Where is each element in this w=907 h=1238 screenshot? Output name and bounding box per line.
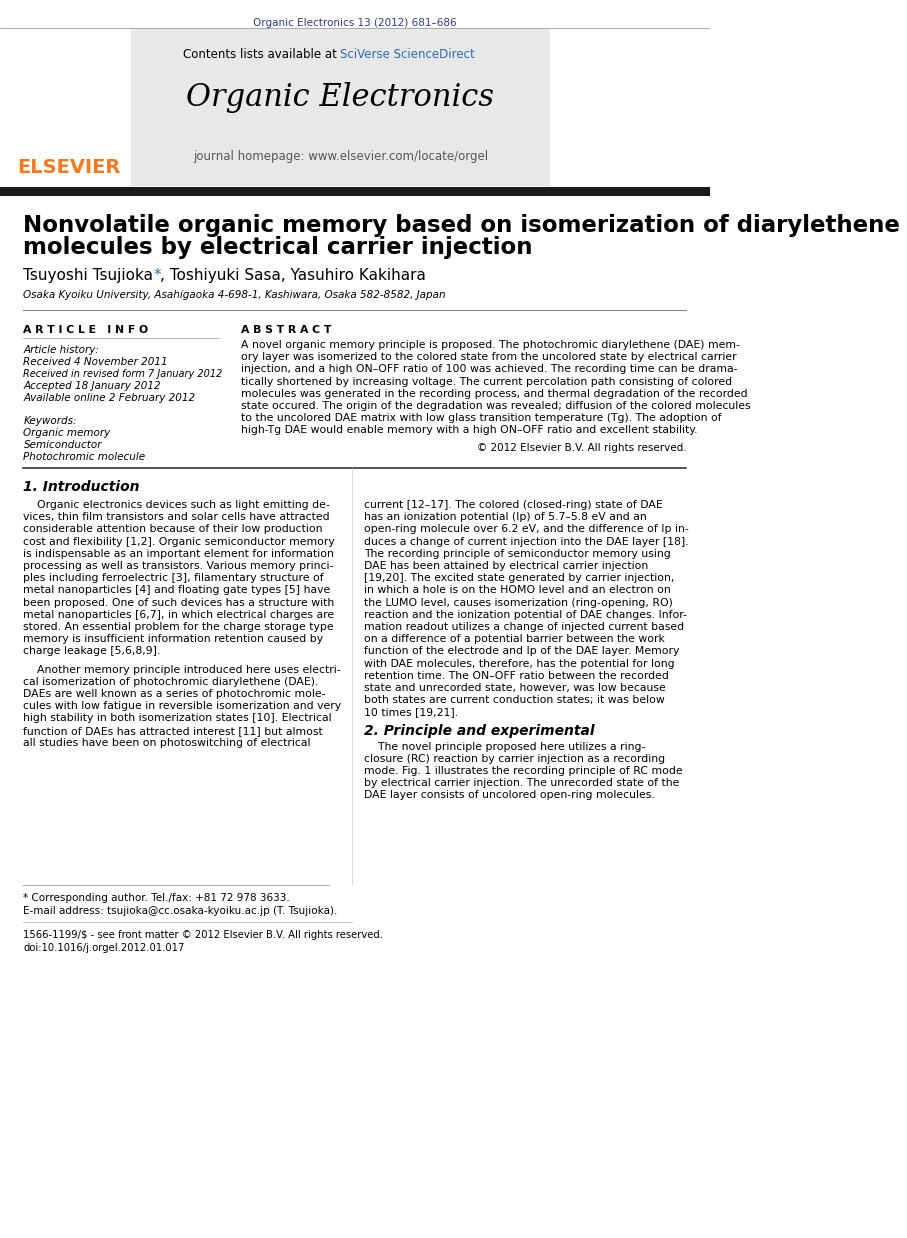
Text: [19,20]. The excited state generated by carrier injection,: [19,20]. The excited state generated by … — [364, 573, 674, 583]
Text: on a difference of a potential barrier between the work: on a difference of a potential barrier b… — [364, 634, 665, 644]
Text: current [12–17]. The colored (closed-ring) state of DAE: current [12–17]. The colored (closed-rin… — [364, 500, 663, 510]
Text: mation readout utilizes a change of injected current based: mation readout utilizes a change of inje… — [364, 621, 684, 633]
Text: cules with low fatigue in reversible isomerization and very: cules with low fatigue in reversible iso… — [24, 701, 342, 711]
Text: is indispensable as an important element for information: is indispensable as an important element… — [24, 548, 335, 558]
Text: to the uncolored DAE matrix with low glass transition temperature (Tg). The adop: to the uncolored DAE matrix with low gla… — [241, 413, 722, 423]
Text: A B S T R A C T: A B S T R A C T — [241, 326, 331, 335]
Text: molecules was generated in the recording process, and thermal degradation of the: molecules was generated in the recording… — [241, 389, 747, 399]
Text: duces a change of current injection into the DAE layer [18].: duces a change of current injection into… — [364, 536, 688, 547]
Text: © 2012 Elsevier B.V. All rights reserved.: © 2012 Elsevier B.V. All rights reserved… — [477, 443, 687, 453]
Text: tically shortened by increasing voltage. The current percolation path consisting: tically shortened by increasing voltage.… — [241, 376, 732, 386]
Text: Article history:: Article history: — [24, 345, 100, 355]
Text: vices, thin film transistors and solar cells have attracted: vices, thin film transistors and solar c… — [24, 513, 330, 522]
Text: Another memory principle introduced here uses electri-: Another memory principle introduced here… — [24, 665, 341, 675]
Text: the LUMO level, causes isomerization (ring-opening, RO): the LUMO level, causes isomerization (ri… — [364, 598, 673, 608]
Text: both states are current conduction states; it was below: both states are current conduction state… — [364, 696, 665, 706]
Text: closure (RC) reaction by carrier injection as a recording: closure (RC) reaction by carrier injecti… — [364, 754, 665, 764]
Text: Accepted 18 January 2012: Accepted 18 January 2012 — [24, 381, 161, 391]
Text: function of the electrode and Ip of the DAE layer. Memory: function of the electrode and Ip of the … — [364, 646, 679, 656]
Text: Received in revised form 7 January 2012: Received in revised form 7 January 2012 — [24, 369, 223, 379]
Text: processing as well as transistors. Various memory princi-: processing as well as transistors. Vario… — [24, 561, 334, 571]
Text: cal isomerization of photochromic diarylethene (DAE).: cal isomerization of photochromic diaryl… — [24, 677, 319, 687]
FancyBboxPatch shape — [132, 28, 551, 186]
Text: been proposed. One of such devices has a structure with: been proposed. One of such devices has a… — [24, 598, 335, 608]
Text: doi:10.1016/j.orgel.2012.01.017: doi:10.1016/j.orgel.2012.01.017 — [24, 943, 185, 953]
Text: E-mail address: tsujioka@cc.osaka-kyoiku.ac.jp (T. Tsujioka).: E-mail address: tsujioka@cc.osaka-kyoiku… — [24, 906, 337, 916]
Text: Organic Electronics 13 (2012) 681–686: Organic Electronics 13 (2012) 681–686 — [253, 19, 456, 28]
Text: Available online 2 February 2012: Available online 2 February 2012 — [24, 392, 196, 404]
Text: Organic Electronics: Organic Electronics — [187, 82, 494, 113]
Text: retention time. The ON–OFF ratio between the recorded: retention time. The ON–OFF ratio between… — [364, 671, 668, 681]
Text: molecules by electrical carrier injection: molecules by electrical carrier injectio… — [24, 236, 533, 259]
Text: 10 times [19,21].: 10 times [19,21]. — [364, 707, 458, 717]
Text: 1. Introduction: 1. Introduction — [24, 480, 140, 494]
Text: * Corresponding author. Tel./fax: +81 72 978 3633.: * Corresponding author. Tel./fax: +81 72… — [24, 893, 290, 903]
Text: *: * — [153, 267, 161, 284]
Text: memory is insufficient information retention caused by: memory is insufficient information reten… — [24, 634, 324, 644]
Text: has an ionization potential (Ip) of 5.7–5.8 eV and an: has an ionization potential (Ip) of 5.7–… — [364, 513, 647, 522]
Text: Received 4 November 2011: Received 4 November 2011 — [24, 357, 168, 366]
Text: Semiconductor: Semiconductor — [24, 439, 102, 449]
Text: mode. Fig. 1 illustrates the recording principle of RC mode: mode. Fig. 1 illustrates the recording p… — [364, 766, 683, 776]
Text: Contents lists available at: Contents lists available at — [183, 48, 340, 61]
Text: A R T I C L E   I N F O: A R T I C L E I N F O — [24, 326, 149, 335]
Text: Organic electronics devices such as light emitting de-: Organic electronics devices such as ligh… — [24, 500, 330, 510]
Text: all studies have been on photoswitching of electrical: all studies have been on photoswitching … — [24, 738, 311, 748]
Text: high-Tg DAE would enable memory with a high ON–OFF ratio and excellent stability: high-Tg DAE would enable memory with a h… — [241, 426, 697, 436]
Text: open-ring molecule over 6.2 eV, and the difference of Ip in-: open-ring molecule over 6.2 eV, and the … — [364, 525, 688, 535]
Text: metal nanoparticles [6,7], in which electrical charges are: metal nanoparticles [6,7], in which elec… — [24, 610, 335, 620]
Text: 1566-1199/$ - see front matter © 2012 Elsevier B.V. All rights reserved.: 1566-1199/$ - see front matter © 2012 El… — [24, 930, 384, 940]
Text: Organic memory: Organic memory — [24, 428, 111, 438]
Text: considerable attention because of their low production: considerable attention because of their … — [24, 525, 323, 535]
Text: Tsuyoshi Tsujioka: Tsuyoshi Tsujioka — [24, 267, 159, 284]
Text: ELSEVIER: ELSEVIER — [17, 158, 121, 177]
Text: DAEs are well known as a series of photochromic mole-: DAEs are well known as a series of photo… — [24, 690, 326, 699]
Text: A novel organic memory principle is proposed. The photochromic diarylethene (DAE: A novel organic memory principle is prop… — [241, 340, 740, 350]
Text: DAE layer consists of uncolored open-ring molecules.: DAE layer consists of uncolored open-rin… — [364, 790, 655, 801]
Text: The recording principle of semiconductor memory using: The recording principle of semiconductor… — [364, 548, 670, 558]
Text: SciVerse ScienceDirect: SciVerse ScienceDirect — [340, 48, 475, 61]
FancyBboxPatch shape — [0, 187, 710, 196]
Text: journal homepage: www.elsevier.com/locate/orgel: journal homepage: www.elsevier.com/locat… — [193, 150, 488, 163]
Text: by electrical carrier injection. The unrecorded state of the: by electrical carrier injection. The unr… — [364, 779, 679, 789]
Text: charge leakage [5,6,8,9].: charge leakage [5,6,8,9]. — [24, 646, 161, 656]
Text: DAE has been attained by electrical carrier injection: DAE has been attained by electrical carr… — [364, 561, 649, 571]
Text: , Toshiyuki Sasa, Yasuhiro Kakihara: , Toshiyuki Sasa, Yasuhiro Kakihara — [160, 267, 425, 284]
Text: Osaka Kyoiku University, Asahigaoka 4-698-1, Kashiwara, Osaka 582-8582, Japan: Osaka Kyoiku University, Asahigaoka 4-69… — [24, 290, 446, 300]
Text: state occured. The origin of the degradation was revealed; diffusion of the colo: state occured. The origin of the degrada… — [241, 401, 751, 411]
Text: ples including ferroelectric [3], filamentary structure of: ples including ferroelectric [3], filame… — [24, 573, 324, 583]
Text: 2. Principle and experimental: 2. Principle and experimental — [364, 723, 594, 738]
Text: state and unrecorded state, however, was low because: state and unrecorded state, however, was… — [364, 683, 666, 693]
Text: Nonvolatile organic memory based on isomerization of diarylethene: Nonvolatile organic memory based on isom… — [24, 214, 901, 236]
Text: injection, and a high ON–OFF ratio of 100 was achieved. The recording time can b: injection, and a high ON–OFF ratio of 10… — [241, 364, 737, 374]
Text: function of DAEs has attracted interest [11] but almost: function of DAEs has attracted interest … — [24, 725, 323, 735]
Text: reaction and the ionization potential of DAE changes. Infor-: reaction and the ionization potential of… — [364, 610, 687, 620]
Text: Keywords:: Keywords: — [24, 416, 77, 426]
Text: stored. An essential problem for the charge storage type: stored. An essential problem for the cha… — [24, 621, 334, 633]
Text: cost and flexibility [1,2]. Organic semiconductor memory: cost and flexibility [1,2]. Organic semi… — [24, 536, 336, 547]
Text: high stability in both isomerization states [10]. Electrical: high stability in both isomerization sta… — [24, 713, 332, 723]
Text: with DAE molecules, therefore, has the potential for long: with DAE molecules, therefore, has the p… — [364, 659, 675, 669]
Text: The novel principle proposed here utilizes a ring-: The novel principle proposed here utiliz… — [364, 742, 645, 751]
Text: ory layer was isomerized to the colored state from the uncolored state by electr: ory layer was isomerized to the colored … — [241, 352, 736, 363]
Text: in which a hole is on the HOMO level and an electron on: in which a hole is on the HOMO level and… — [364, 586, 670, 595]
Text: Photochromic molecule: Photochromic molecule — [24, 452, 146, 462]
Text: metal nanoparticles [4] and floating gate types [5] have: metal nanoparticles [4] and floating gat… — [24, 586, 331, 595]
